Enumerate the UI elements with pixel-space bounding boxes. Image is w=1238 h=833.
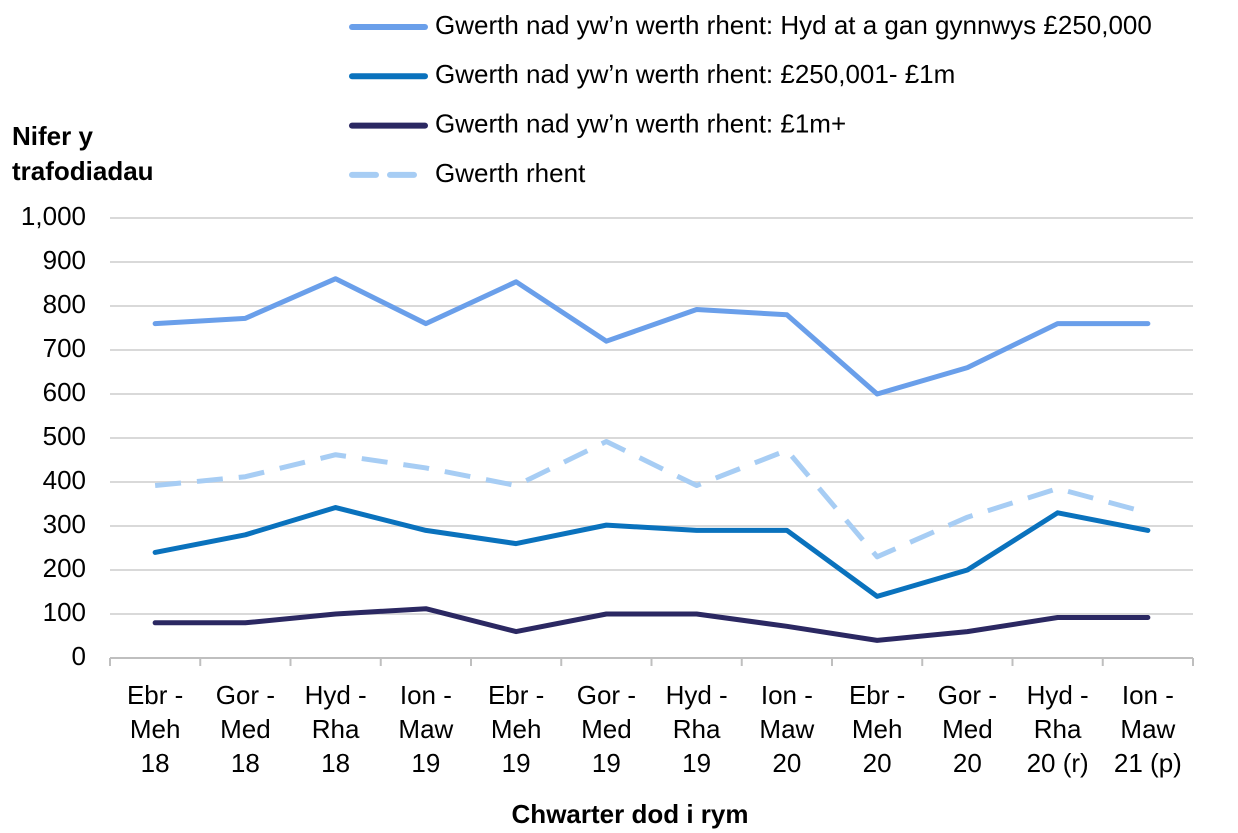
y-tick-label: 900 — [43, 245, 86, 275]
series-line — [154, 439, 1149, 560]
x-tick-label: Ion - — [400, 680, 452, 710]
legend-label: Gwerth rhent — [435, 158, 586, 188]
y-tick-label: 600 — [43, 377, 86, 407]
x-tick-label: Med — [942, 714, 993, 744]
x-tick-label: Meh — [852, 714, 903, 744]
x-tick-label: 20 — [772, 748, 801, 778]
x-tick-label: Med — [220, 714, 271, 744]
y-axis-label: Nifer y — [12, 121, 93, 151]
x-tick-label: 20 — [863, 748, 892, 778]
series-line — [152, 505, 1151, 599]
x-tick-label: 19 — [502, 748, 531, 778]
legend-label: Gwerth nad yw’n werth rhent: £1m+ — [435, 108, 846, 138]
x-tick-label: Maw — [759, 714, 814, 744]
x-tick-label: Ebr - — [488, 680, 544, 710]
x-tick-label: Ion - — [761, 680, 813, 710]
x-tick-label: Hyd - — [305, 680, 367, 710]
x-tick-label: 19 — [682, 748, 711, 778]
x-tick-label: Rha — [312, 714, 360, 744]
x-tick-label: 19 — [411, 748, 440, 778]
x-axis-label: Chwarter dod i rym — [512, 799, 749, 829]
y-tick-label: 0 — [72, 641, 86, 671]
x-tick-label: Maw — [398, 714, 453, 744]
x-tick-label: Hyd - — [1027, 680, 1089, 710]
x-tick-label: 20 (r) — [1027, 748, 1089, 778]
series-line — [152, 276, 1151, 397]
x-tick-label: Med — [581, 714, 632, 744]
x-tick-label: Meh — [491, 714, 542, 744]
x-tick-label: 18 — [321, 748, 350, 778]
y-tick-label: 800 — [43, 289, 86, 319]
x-tick-label: Ebr - — [849, 680, 905, 710]
y-tick-label: 500 — [43, 421, 86, 451]
legend-label: Gwerth nad yw’n werth rhent: Hyd at a ga… — [435, 10, 1152, 40]
x-tick-label: 19 — [592, 748, 621, 778]
x-tick-label: 18 — [231, 748, 260, 778]
y-tick-label: 100 — [43, 597, 86, 627]
x-tick-label: Maw — [1120, 714, 1175, 744]
y-tick-label: 200 — [43, 553, 86, 583]
y-tick-label: 400 — [43, 465, 86, 495]
x-tick-label: Gor - — [938, 680, 997, 710]
legend-label: Gwerth nad yw’n werth rhent: £250,001- £… — [435, 59, 955, 89]
x-tick-label: 20 — [953, 748, 982, 778]
x-tick-label: Gor - — [577, 680, 636, 710]
series-line — [152, 606, 1151, 643]
y-tick-label: 300 — [43, 509, 86, 539]
x-tick-label: Rha — [1034, 714, 1082, 744]
x-tick-label: 18 — [141, 748, 170, 778]
x-tick-label: Rha — [673, 714, 721, 744]
x-tick-label: Meh — [130, 714, 181, 744]
y-tick-label: 700 — [43, 333, 86, 363]
x-tick-label: Ion - — [1122, 680, 1174, 710]
x-tick-label: Gor - — [216, 680, 275, 710]
x-tick-label: Hyd - — [666, 680, 728, 710]
y-tick-label: 1,000 — [21, 201, 86, 231]
x-tick-label: Ebr - — [127, 680, 183, 710]
y-axis-label: trafodiadau — [12, 156, 154, 186]
x-tick-label: 21 (p) — [1114, 748, 1182, 778]
